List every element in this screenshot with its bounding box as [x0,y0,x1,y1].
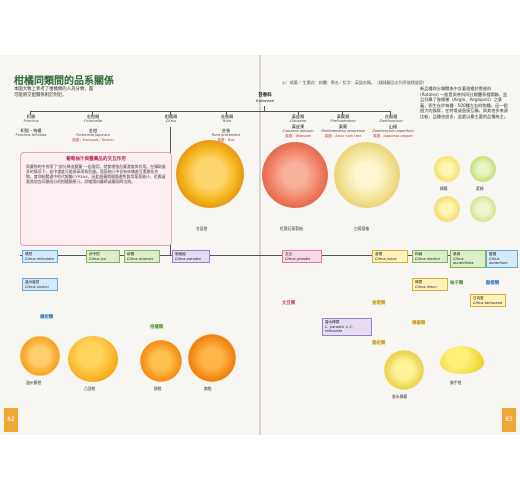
tree-line [226,111,227,115]
species-poncirus: 枳殼・枸橘 Poncirus trifoliata [15,128,47,137]
box-orange: 柳橙 Citrus sinensis [124,250,160,264]
fruit-photo-lemon [434,156,460,182]
box-grapefruit: 葡萄柚 Citrus paradisi [172,250,210,264]
box-iyokan: 伊予柑 Citrus iyo [86,250,120,264]
fruit-label-lemon: 檸檬 [440,186,448,191]
tree-line [92,111,93,115]
box-lemon: 檸檬 Citrus limon [412,278,448,292]
tree-line [30,111,31,115]
box-pomelo: 文旦 Citrus grandis [282,250,322,264]
box-kousui: 香水檸檬 C. paradisi × C. reticulata [322,318,372,336]
intro-text: 本圖大致上參考了柑橘類的人為分類，盡可能將交配關係附於附近。 [14,87,94,98]
tree-line [298,111,299,115]
fruit-label-navel: 臍橙 [204,386,212,391]
fruit-label-bergamot: 佛手柑 [450,380,462,385]
essay-heading: 葡萄柚汁與醫藥品的交互作用 [66,157,126,162]
fruit-photo-kousui [384,350,424,390]
page-title: 柑橘同類間的品系關係 [14,76,114,87]
fruit-photo-small-1 [434,196,460,222]
group-label-citron: 柚子類 [450,281,464,286]
fruit-photo-satsuma [20,336,60,376]
box-yuzu: 香橙 Citrus junos [372,250,408,264]
fruit-label-amanatsu: 甘夏柑 [196,226,208,231]
group-label-mandarin: 橘柑類 [40,315,54,320]
fruit-label-satsuma: 溫州蜜柑 [26,380,42,385]
genus-fortunella: 金柑屬 Fortunella [84,114,102,123]
root-name: 芸香科 [258,93,272,98]
species-kumquat: 金柑 Fortunella japonica 英語：Kumquat／Kinkan [72,128,114,142]
book-spine [259,55,261,435]
box-satsuma: 溫州蜜柑 Citrus unshiu [22,278,58,292]
grapefruit-drug-interaction-box: 葡萄柚汁與醫藥品的交互作用 與藥物的中併用了"部分降血壓藥"一起服用，就會增強血… [20,152,172,246]
group-label-hybrid: 雜柑類 [372,341,386,346]
tree-line [30,111,390,112]
page-number-right: 83 [502,408,516,432]
fruit-photo-dekopon [68,336,118,382]
root-latin: Rutaceae [256,98,274,103]
tree-line [390,111,391,115]
tree-line [264,106,265,111]
species-rue: 芸香 Ruta graveolens 英語：Rue [211,128,241,142]
fruit-photo-navel [188,334,236,382]
genus-ruta: 芸香屬 Ruta [220,114,234,123]
page-number-left: 82 [4,408,18,432]
fruit-photo-amanatsu [176,140,244,208]
genus-citrus: 柑橘屬 Citrus [164,114,178,123]
essay-body: 與藥物的中併用了"部分降血壓藥"一起服用，就會增強血藥濃度與作用。在攝取量多的情… [26,164,166,185]
box-hyuganatsu: 日向夏 Citrus tamurana [470,294,506,308]
fruit-photo-lime [470,156,496,182]
fruit-photo-orange [140,340,182,382]
tree-line [342,111,343,115]
fruit-photo-bergamot [440,346,484,374]
genus-poncirus: 枳屬 Poncirus [23,114,39,123]
box-tangerine: 橘柑 Citrus reticulata [22,250,58,264]
fruit-photo-white-grapefruit [334,142,400,208]
tree-line [170,111,171,115]
box-lime: 萊姆 Citrus aurantifolia [450,250,486,268]
side-text: 新品種與分類關係中含著柑橘於雲香科 (Rutales) 一般是與茶科同分類體系相… [420,86,508,119]
fruit-label-white-grapefruit: 白葡萄柚 [354,226,370,231]
fruit-label-kousui: 香水檸檬 [392,394,408,399]
group-label-lemon: 檸檬類 [412,321,426,326]
group-label-orange: 柑橘類 [150,325,164,330]
fruit-label-orange: 柳橙 [154,386,162,391]
group-label-pomelo: 文旦類 [282,301,296,306]
group-label-yuzu: 香橙類 [372,301,386,306]
fruit-photo-small-2 [470,196,496,222]
tree-line [20,255,490,256]
species-japanese-pepper: 山椒 Zanthoxylum piperitum 英語：Japanese peppe… [372,124,414,138]
genus-zanthoxylum: 花椒屬 Zanthoxylum [379,114,403,123]
genus-clausena: 黃皮屬 Clausena [289,114,307,123]
legend-note: ◎：成葉／ 生葉花：斜體：學名／紅字：英語名稱。（錢錢圖及右列序號標號即） [282,80,427,85]
box-sour-orange: 酸橙 Citrus aurantium [486,250,518,268]
fruit-photo-ruby-grapefruit [262,142,328,208]
species-amur-cork: 黃蘗 Phellodendron amurense 英語：Amur cork tre… [321,124,365,138]
tree-root: 芸香科 Rutaceae [247,92,283,103]
box-citron: 枸櫞 Citrus medica [412,250,448,264]
fruit-label-dekopon: 凸頂柑 [84,386,96,391]
fruit-label-lime: 萊姆 [476,186,484,191]
fruit-label-ruby-grapefruit: 紅寶石葡萄柚 [280,226,303,231]
species-wampee: 黃皮果 Clausena lansium 英語：Wampee [282,124,314,138]
genus-phellodendron: 黃檗屬 Phellodendron [330,114,356,123]
group-label-sour-orange: 酸橙類 [486,281,500,286]
